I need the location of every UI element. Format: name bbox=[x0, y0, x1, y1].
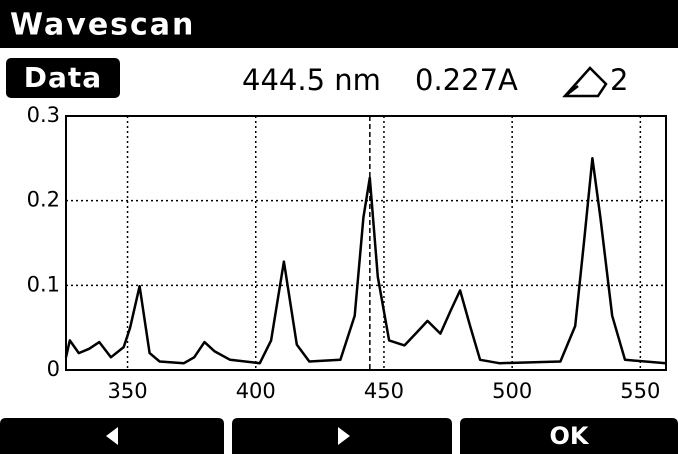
spectrum-line bbox=[64, 157, 667, 365]
x-tick-label: 550 bbox=[620, 379, 660, 403]
y-tick-label: 0.1 bbox=[27, 272, 60, 296]
title-bar bbox=[0, 0, 678, 48]
x-tick-label: 450 bbox=[364, 379, 404, 403]
x-tick-label: 400 bbox=[236, 379, 276, 403]
readout-absorbance: 0.227A bbox=[415, 63, 518, 97]
readout-index: 2 bbox=[610, 63, 628, 97]
tab: Data bbox=[24, 61, 102, 94]
cursor-icon bbox=[562, 66, 608, 98]
button-ok[interactable] bbox=[460, 418, 678, 454]
arrow-left bbox=[106, 427, 118, 445]
y-tick-label: 0.3 bbox=[27, 103, 60, 127]
arrow-right bbox=[338, 427, 350, 445]
plot: 0 0.1 0.2 0.3 350 400 450 500 550 bbox=[27, 103, 667, 403]
ok-label: OK bbox=[550, 422, 590, 450]
x-tick-label: 350 bbox=[107, 379, 147, 403]
tab-bg bbox=[6, 58, 120, 98]
title: Wavescan bbox=[10, 8, 195, 43]
x-tick-label: 500 bbox=[492, 379, 532, 403]
readout-wavelength: 444.5 nm bbox=[242, 63, 381, 97]
y-tick-label: 0 bbox=[47, 357, 60, 381]
plot-frame bbox=[65, 115, 667, 371]
y-tick-label: 0.2 bbox=[27, 188, 60, 212]
